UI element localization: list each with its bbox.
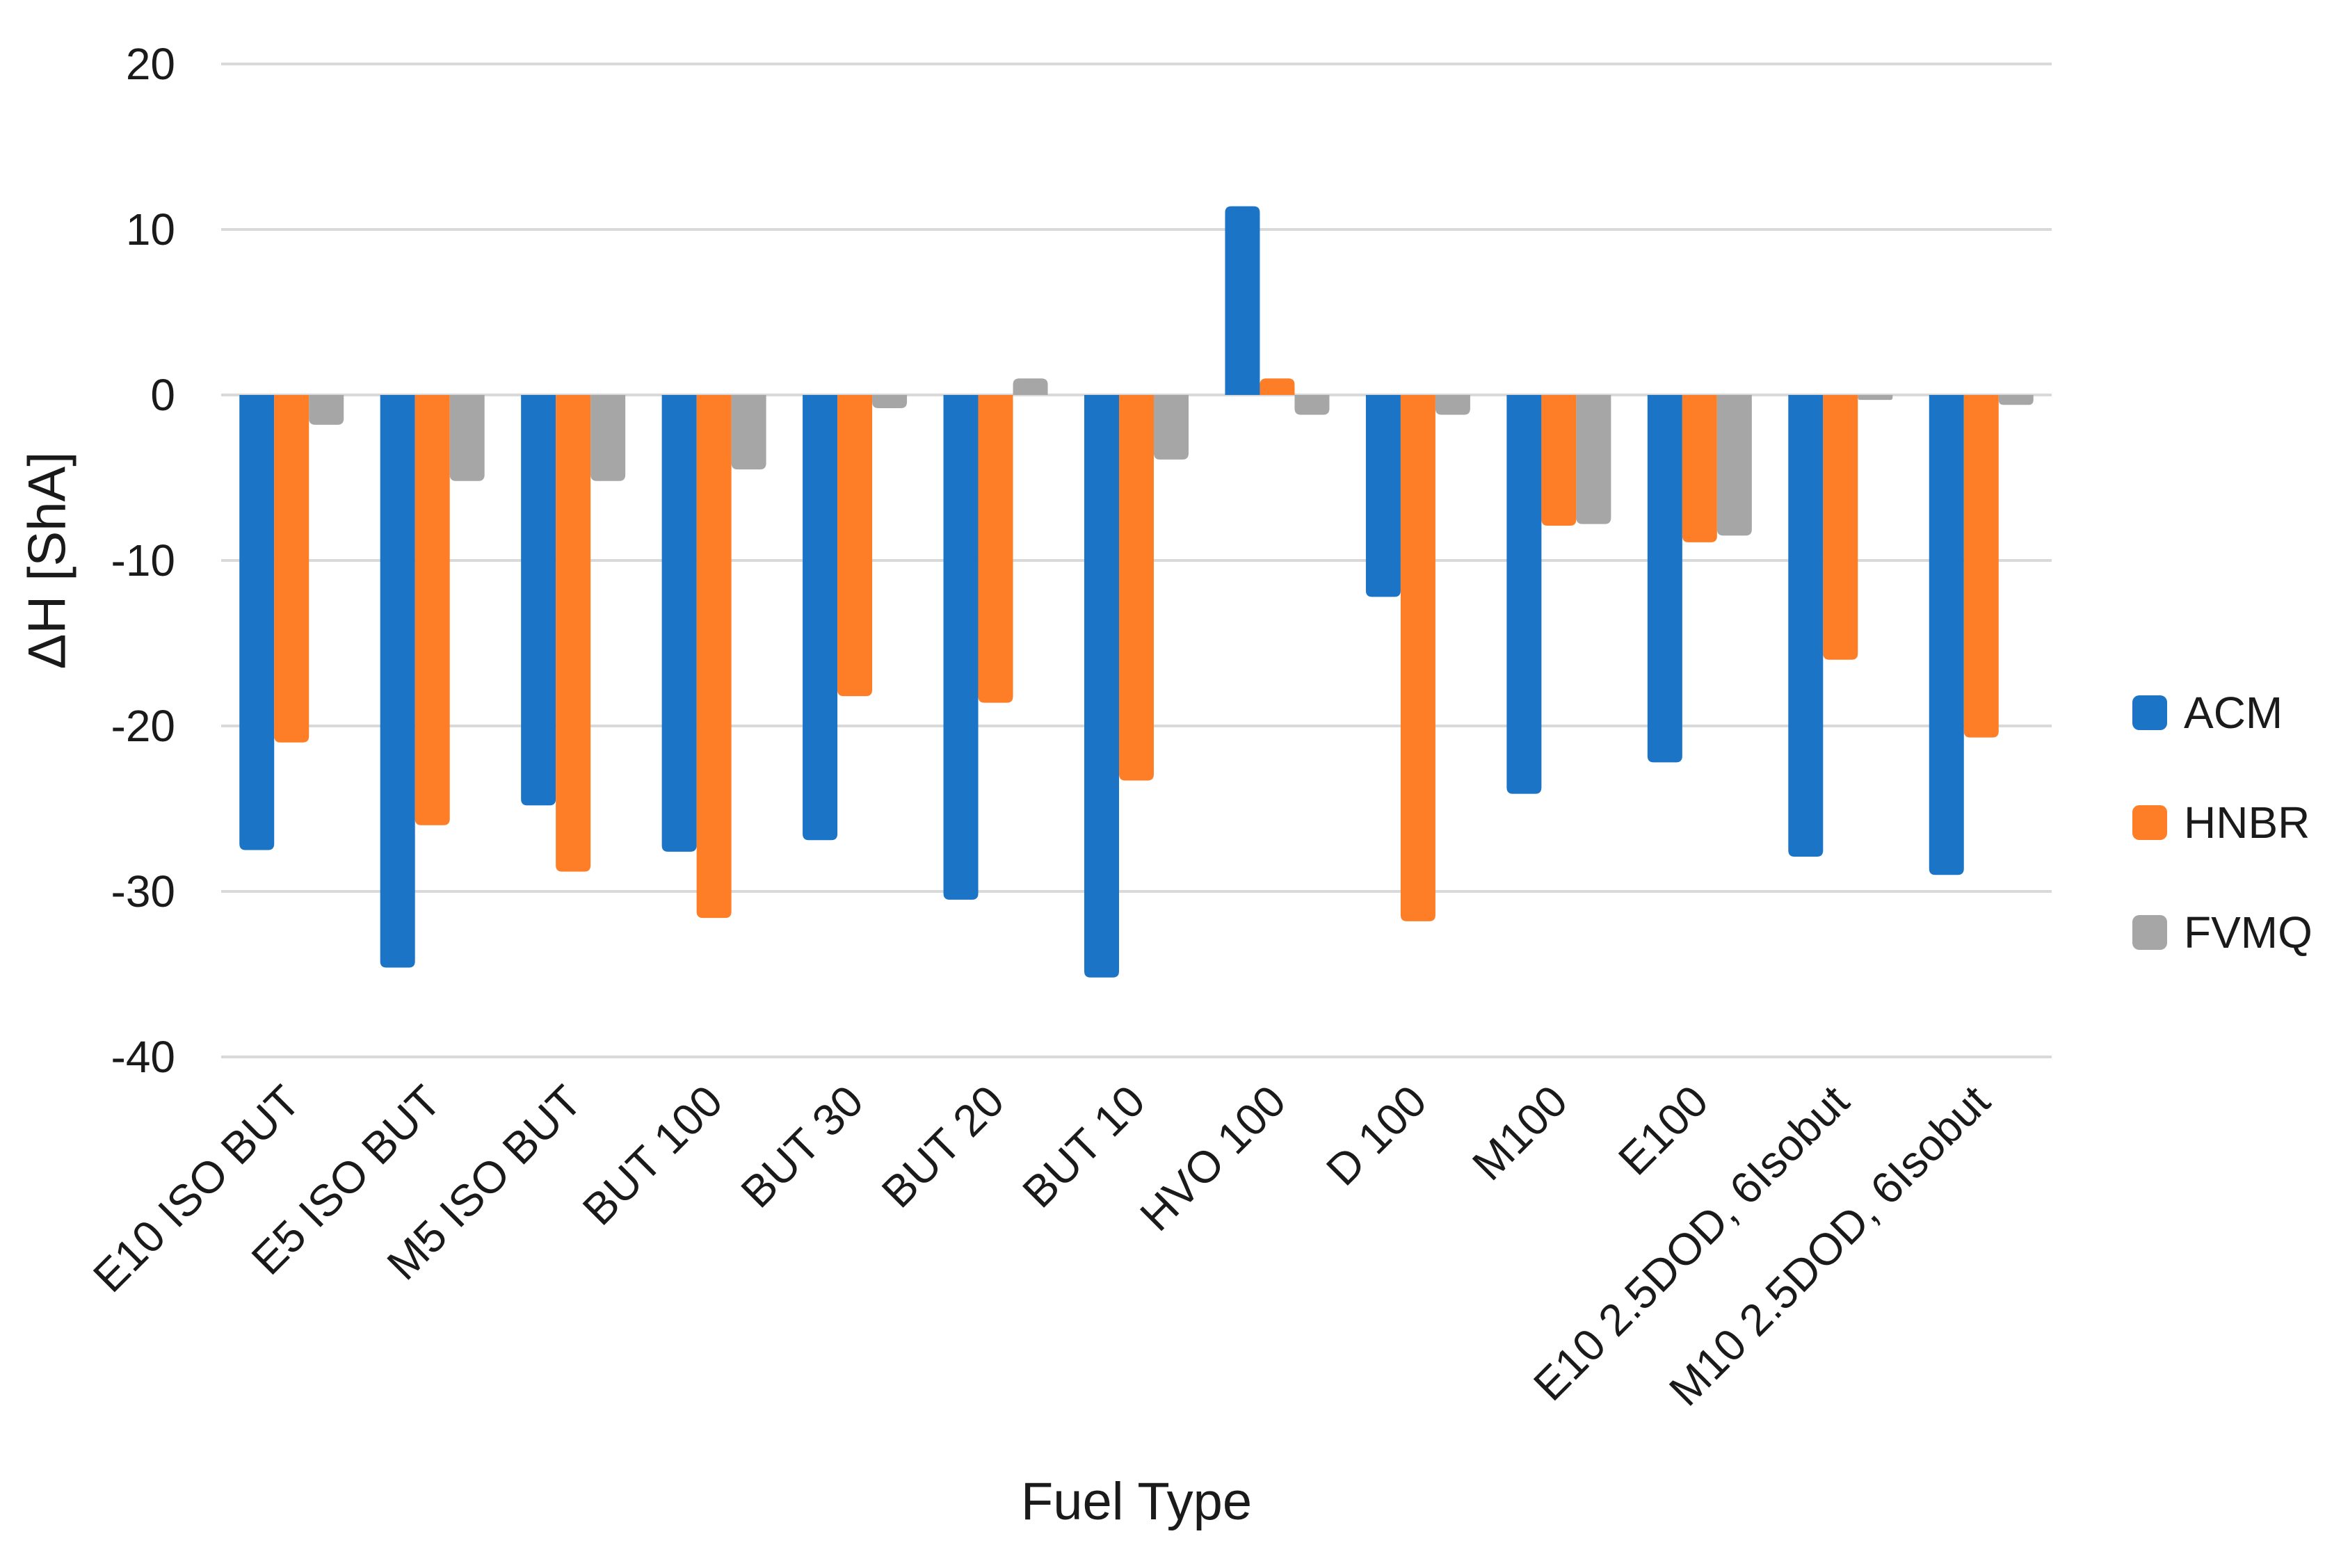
bar-HNBR-E10-2-5DOD-6Isobut [1823,395,1858,660]
bar-FVMQ-M100 [1576,395,1611,524]
bar-FVMQ-BUT-100 [731,395,766,470]
legend-label-FVMQ: FVMQ [2184,907,2312,957]
bar-FVMQ-E100 [1716,395,1752,536]
bar-FVMQ-BUT-10 [1154,395,1189,460]
x-tick-label-10: E100 [1609,1076,1718,1185]
bar-ACM-BUT-20 [943,395,979,900]
bar-FVMQ-E10-ISO-BUT [309,395,344,425]
y-tick-label--20: -20 [111,701,176,751]
bar-FVMQ-M5-ISO-BUT [590,395,626,481]
y-tick-label-10: 10 [126,204,175,254]
y-axis-title: ΔH [ShA] [18,452,77,670]
bar-HNBR-BUT-20 [978,395,1013,703]
y-tick-label--10: -10 [111,535,176,585]
gridline-y--40 [221,1056,2052,1058]
legend-swatch-HNBR [2132,805,2167,840]
x-tick-label-7: HVO 100 [1130,1076,1295,1240]
legend-label-ACM: ACM [2184,688,2283,738]
bar-ACM-D-100 [1365,395,1401,597]
x-tick-label-9: M100 [1463,1076,1577,1190]
bar-FVMQ-BUT-20 [1013,378,1048,395]
bar-ACM-M5-ISO-BUT [521,395,556,806]
y-tick-label--40: -40 [111,1032,176,1082]
bar-ACM-E100 [1647,395,1682,763]
bar-HNBR-BUT-30 [837,395,873,697]
bar-ACM-E10-ISO-BUT [239,395,275,850]
legend-label-HNBR: HNBR [2184,798,2310,848]
legend-swatch-ACM [2132,695,2167,730]
gridline-y-20 [221,63,2052,65]
bar-ACM-E10-2-5DOD-6Isobut [1788,395,1824,857]
bar-HNBR-E10-ISO-BUT [274,395,309,743]
bar-FVMQ-BUT-30 [872,395,908,409]
bar-ACM-M10-2-5DOD-6Isobut [1929,395,1964,875]
bar-HNBR-M5-ISO-BUT [556,395,591,872]
bar-FVMQ-HVO-100 [1294,395,1330,415]
x-tick-label-5: BUT 20 [872,1076,1014,1218]
bar-HNBR-HVO-100 [1260,378,1295,395]
bar-HNBR-BUT-10 [1119,395,1154,781]
bar-HNBR-M10-2-5DOD-6Isobut [1963,395,1999,738]
x-axis-title: Fuel Type [1021,1472,1252,1531]
gridline-y-10 [221,228,2052,231]
gridline-y--30 [221,890,2052,893]
x-tick-label-4: BUT 30 [731,1076,873,1218]
bar-FVMQ-E10-2-5DOD-6Isobut [1858,395,1893,401]
bar-HNBR-BUT-100 [696,395,732,919]
x-tick-label-6: BUT 10 [1013,1076,1155,1218]
bar-FVMQ-M10-2-5DOD-6Isobut [1998,395,2034,405]
y-tick-label-20: 20 [126,39,175,89]
bar-ACM-BUT-10 [1084,395,1119,978]
bar-FVMQ-D-100 [1435,395,1470,415]
bar-HNBR-M100 [1541,395,1577,526]
bar-FVMQ-E5-ISO-BUT [449,395,485,481]
y-tick-label--30: -30 [111,866,176,916]
bar-ACM-HVO-100 [1225,206,1260,395]
y-tick-label-0: 0 [150,370,175,420]
bar-ACM-BUT-30 [803,395,838,841]
x-tick-label-3: BUT 100 [573,1076,732,1235]
bar-ACM-E5-ISO-BUT [380,395,415,968]
bar-HNBR-E100 [1682,395,1717,542]
bar-HNBR-D-100 [1400,395,1435,921]
bar-ACM-M100 [1506,395,1542,794]
x-tick-label-8: D 100 [1317,1076,1436,1195]
legend-swatch-FVMQ [2132,915,2167,950]
bar-HNBR-E5-ISO-BUT [415,395,450,825]
bar-ACM-BUT-100 [661,395,697,852]
